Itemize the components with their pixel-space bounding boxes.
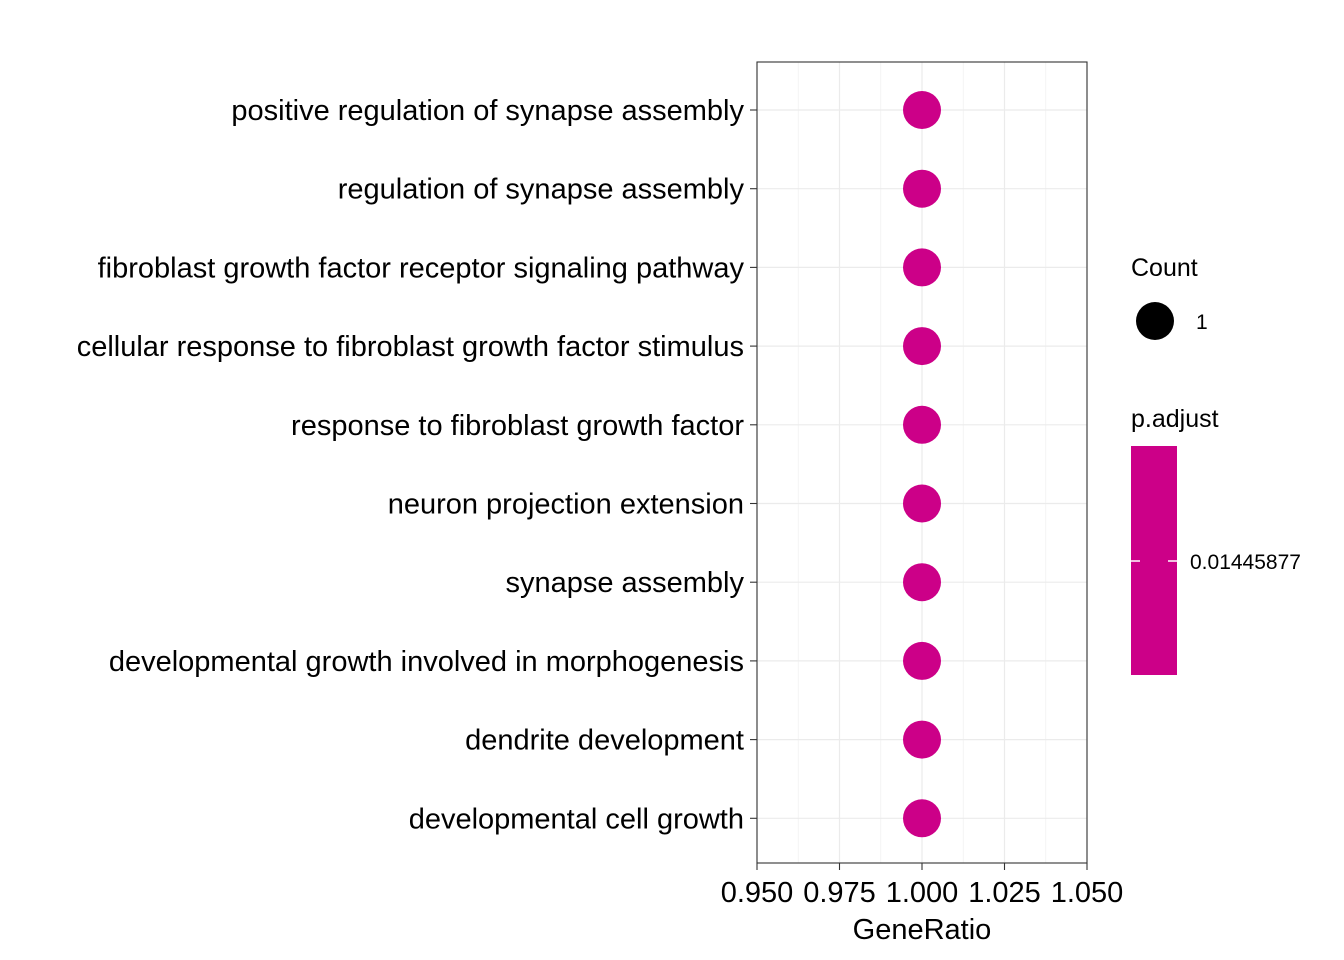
data-point [903,327,941,366]
y-tick-label: positive regulation of synapse assembly [231,95,744,127]
x-tick-label: 1.050 [1051,877,1124,909]
x-axis: 0.950 0.975 1.000 1.025 1.050 [721,863,1124,909]
y-tick-label: dendrite development [465,725,744,757]
data-point [903,405,941,444]
x-axis-title: GeneRatio [853,914,992,946]
data-point [903,91,941,129]
y-axis: positive regulation of synapse assembly r… [77,95,757,835]
data-point [903,720,941,759]
y-tick-label: neuron projection extension [388,489,744,521]
y-tick-label: developmental cell growth [409,803,744,835]
legend-count-label: 1 [1196,311,1208,334]
y-tick-label: cellular response to fibroblast growth f… [77,331,744,363]
data-point [903,248,941,287]
y-tick-label: regulation of synapse assembly [338,174,745,206]
data-point [903,563,941,602]
data-point [903,484,941,523]
legend-count-title: Count [1131,254,1198,282]
y-tick-label: fibroblast growth factor receptor signal… [98,252,745,284]
data-points [903,91,941,838]
legend: Count 1 p.adjust 0.01445877 [1131,254,1301,675]
legend-padjust-title: p.adjust [1131,405,1219,433]
y-tick-label: developmental growth involved in morphog… [109,646,744,678]
x-tick-label: 0.975 [803,877,876,909]
data-point [903,799,941,838]
data-point [903,641,941,680]
x-tick-label: 1.025 [968,877,1041,909]
x-tick-label: 1.000 [886,877,959,909]
legend-count-key [1136,302,1174,340]
x-tick-label: 0.950 [721,877,794,909]
y-tick-label: response to fibroblast growth factor [291,410,744,442]
legend-padjust-label: 0.01445877 [1190,551,1301,574]
y-tick-label: synapse assembly [505,567,744,599]
data-point [903,169,941,208]
